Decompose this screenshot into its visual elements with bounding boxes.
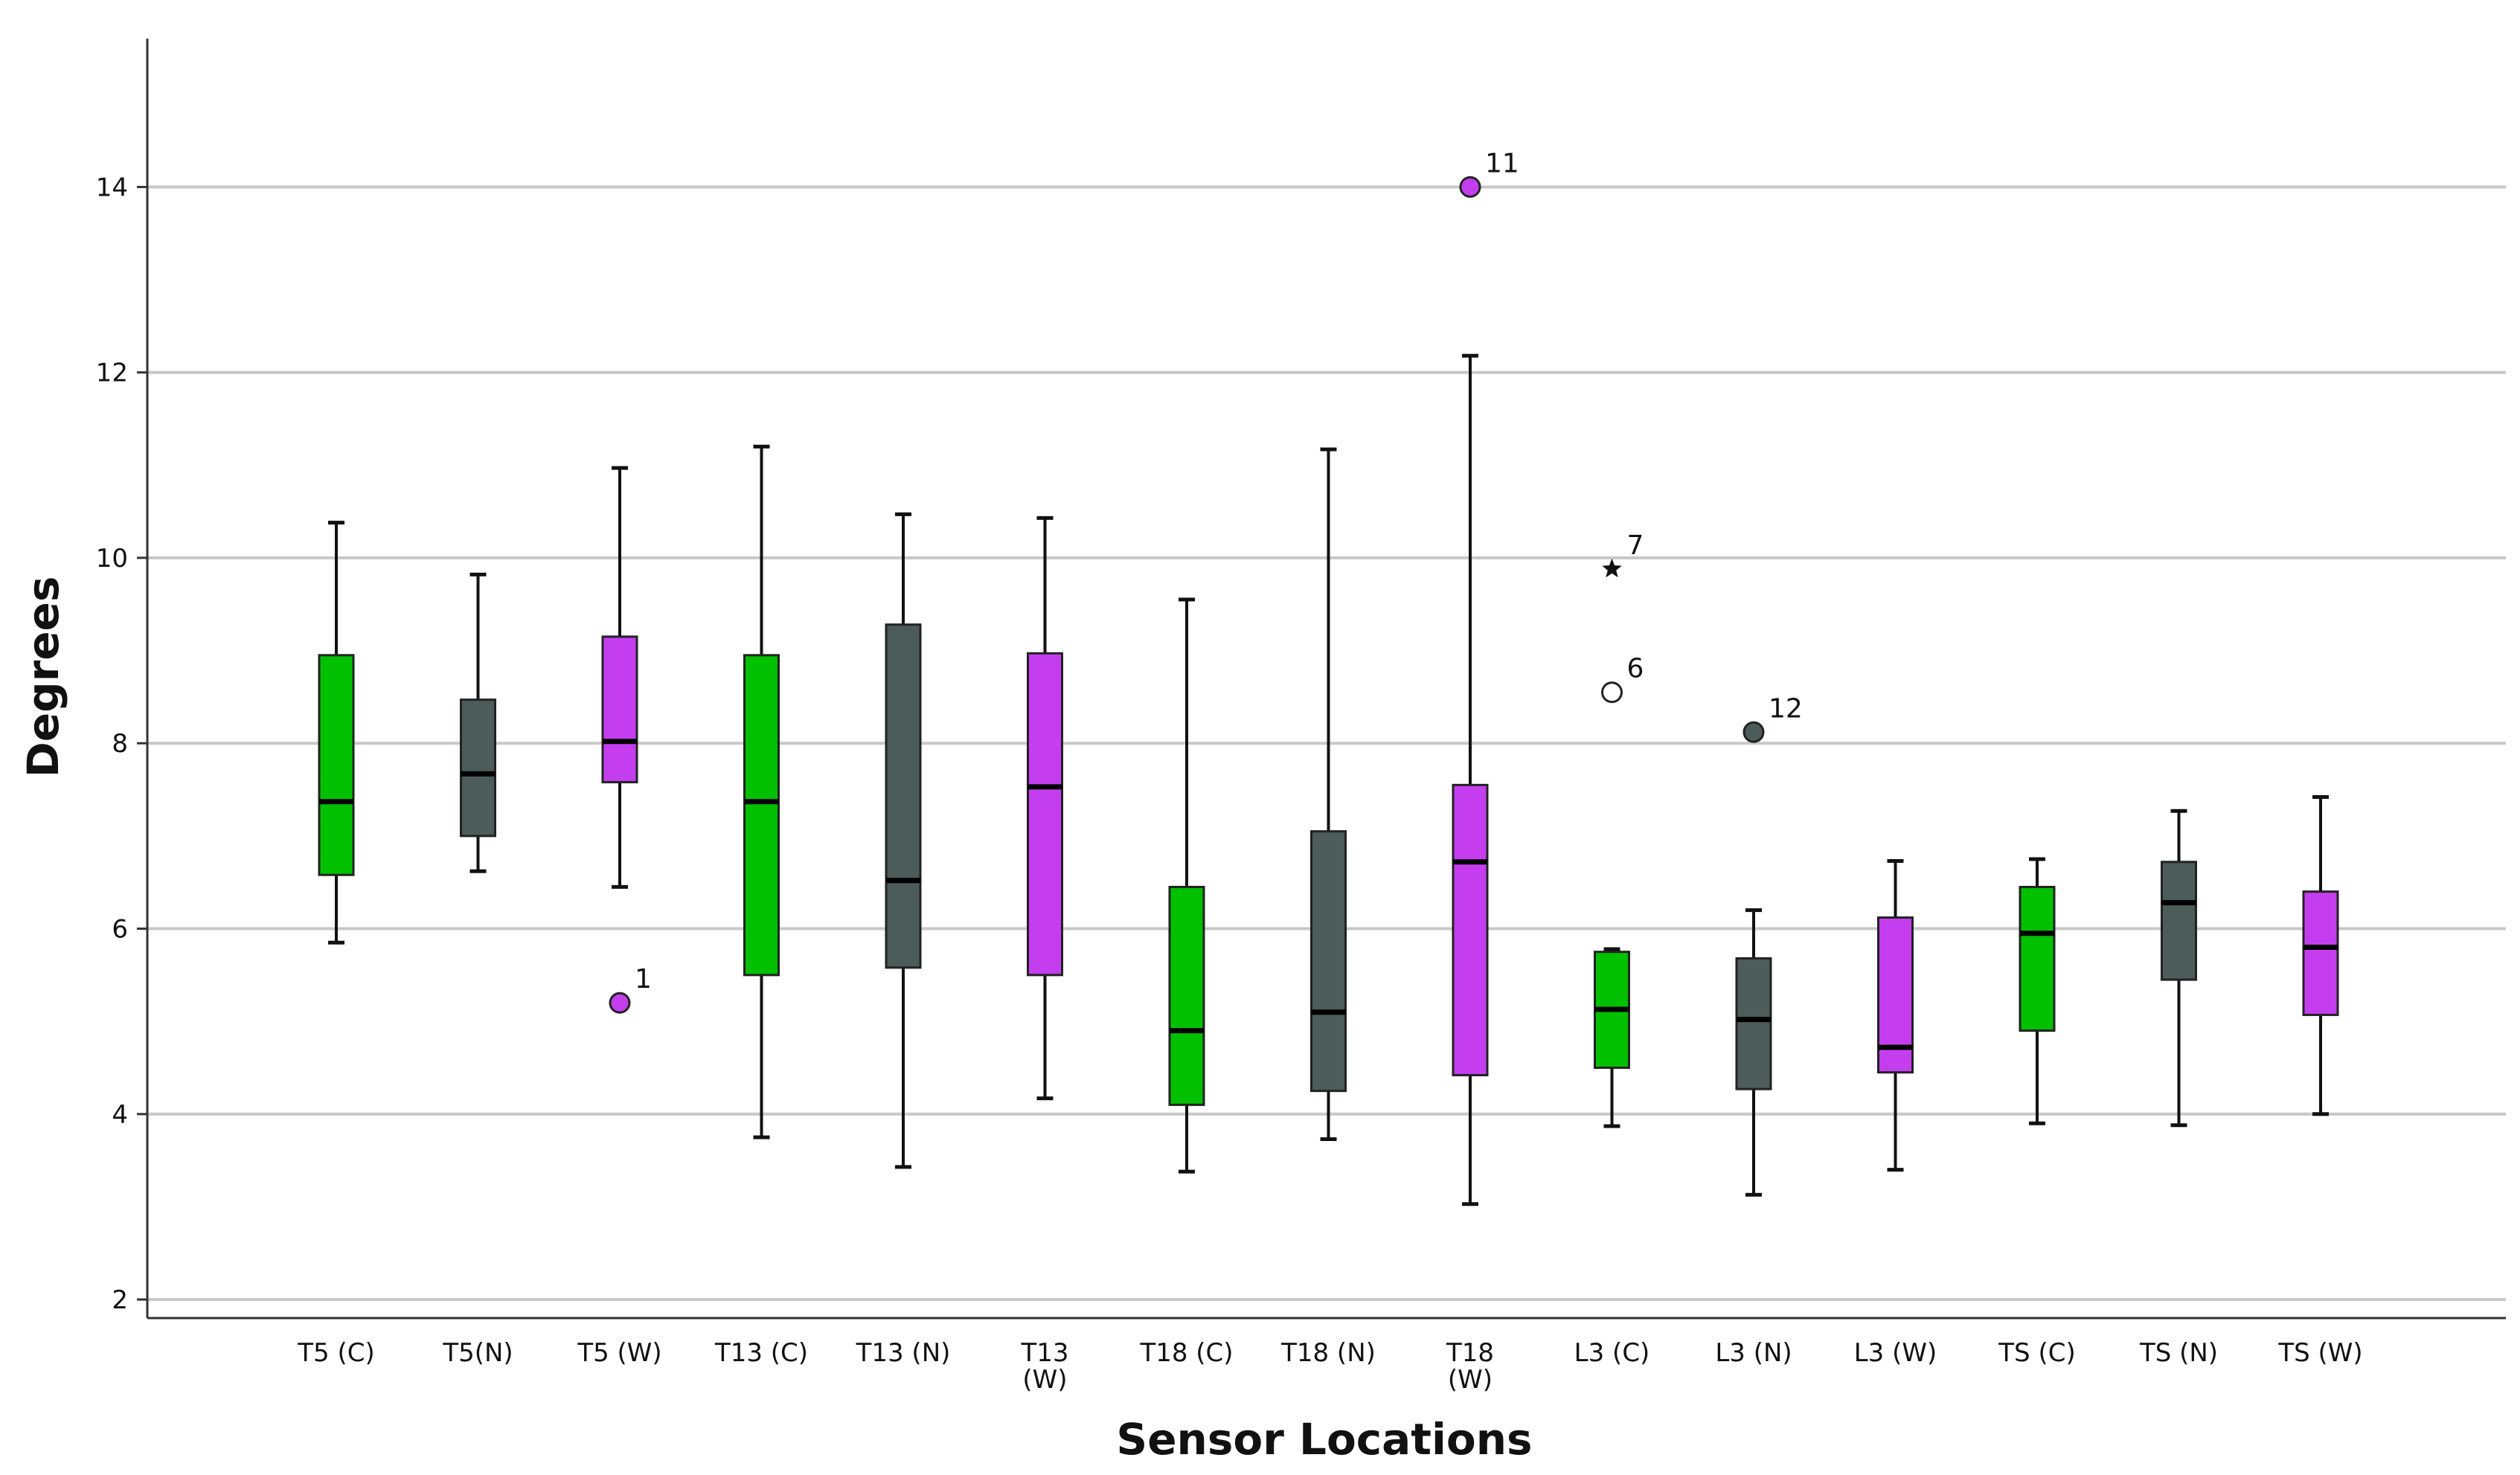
outlier-circle-marker [1459, 176, 1481, 198]
axes [137, 39, 2506, 1320]
box-12 [2019, 857, 2056, 1125]
iqr-box-13 [2161, 861, 2197, 981]
x-tick-label-line: (W) [1022, 1365, 1067, 1395]
x-tick-label-6: T18 (C) [1139, 1338, 1233, 1368]
outlier-label-1: 1 [635, 964, 652, 994]
iqr-box-14 [2302, 890, 2339, 1016]
x-tick-label-line: T13 (C) [714, 1338, 808, 1368]
iqr-box-5 [1027, 652, 1063, 977]
box-6 [1168, 597, 1205, 1174]
x-tick-label-line: L3 (W) [1854, 1338, 1937, 1368]
box-9 [1594, 947, 1630, 1128]
y-tick-label-4: 4 [112, 1100, 128, 1130]
x-axis-title: Sensor Locations [1116, 1414, 1532, 1465]
x-tick-label-7: T18 (N) [1280, 1338, 1376, 1368]
outlier-label-6: 6 [1627, 654, 1644, 684]
outlier-circle-marker [1601, 681, 1623, 704]
box-4 [885, 512, 922, 1169]
x-tick-label-3: T13 (C) [714, 1338, 808, 1368]
outlier-label-11: 11 [1485, 148, 1519, 179]
box-10 [1735, 908, 1772, 1197]
y-tick-labels: 2 4 6 8 10 12 14 [96, 173, 128, 1315]
box-1 [460, 572, 496, 873]
x-tick-label-14: TS (W) [2277, 1338, 2362, 1368]
x-tick-label-10: L3 (N) [1715, 1338, 1792, 1368]
y-tick-label-10: 10 [96, 544, 128, 573]
x-tick-label-0: T5 (C) [297, 1338, 374, 1368]
x-tick-label-5: T13 (W) [1020, 1338, 1068, 1395]
box-5 [1027, 515, 1063, 1101]
iqr-box-7 [1310, 830, 1347, 1093]
outlier-circle-marker [609, 992, 631, 1014]
box-7 [1310, 447, 1347, 1141]
y-tick-label-8: 8 [112, 729, 128, 759]
x-tick-label-line: T18 (C) [1139, 1338, 1233, 1368]
x-tick-label-12: TS (C) [1998, 1338, 2075, 1368]
y-tick-label-6: 6 [112, 915, 128, 945]
y-tick-label-2: 2 [112, 1285, 128, 1315]
x-tick-label-4: T13 (N) [856, 1338, 951, 1368]
outlier-1: 11 [1459, 148, 1519, 198]
outlier-0: 1 [609, 964, 652, 1014]
outlier-circle-marker [1742, 721, 1765, 743]
x-tick-label-line: TS (C) [1998, 1338, 2075, 1368]
iqr-box-10 [1735, 957, 1772, 1090]
iqr-box-2 [601, 635, 638, 784]
y-tick-label-14: 14 [96, 173, 128, 202]
outlier-star-marker [1602, 558, 1622, 578]
x-tick-label-8: T18 (W) [1446, 1338, 1494, 1395]
y-tick-label-12: 12 [96, 359, 128, 388]
x-tick-label-1: T5(N) [442, 1338, 513, 1368]
iqr-box-1 [460, 698, 496, 838]
iqr-box-4 [885, 623, 922, 969]
gridlines [147, 185, 2506, 1302]
iqr-box-8 [1452, 783, 1489, 1076]
outlier-2: 7 [1602, 530, 1644, 578]
x-tick-label-line: T5 (C) [297, 1338, 374, 1368]
x-tick-label-line: TS (N) [2139, 1338, 2218, 1368]
box-0 [318, 521, 355, 945]
x-tick-label-11: L3 (W) [1854, 1338, 1937, 1368]
x-tick-label-line: (W) [1448, 1365, 1493, 1395]
boxes [318, 353, 2339, 1206]
x-tick-label-line: L3 (C) [1574, 1338, 1650, 1368]
x-tick-label-line: T5(N) [442, 1338, 513, 1368]
box-8 [1452, 353, 1489, 1206]
iqr-box-12 [2019, 885, 2056, 1032]
x-tick-label-line: TS (W) [2277, 1338, 2362, 1368]
x-tick-label-2: T5 (W) [577, 1338, 661, 1368]
box-13 [2161, 809, 2197, 1128]
iqr-box-0 [318, 654, 355, 876]
iqr-box-6 [1168, 885, 1205, 1106]
x-tick-label-line: T18 (N) [1280, 1338, 1376, 1368]
x-tick-label-line: T13 [1020, 1338, 1068, 1368]
box-2 [601, 466, 638, 889]
x-tick-label-line: T5 (W) [577, 1338, 661, 1368]
iqr-box-3 [743, 654, 780, 977]
outlier-label-12: 12 [1769, 693, 1803, 724]
box-3 [743, 444, 780, 1140]
box-14 [2302, 795, 2339, 1116]
y-axis-title: Degrees [18, 576, 68, 778]
x-tick-label-line: T13 (N) [856, 1338, 951, 1368]
outlier-3: 6 [1601, 654, 1644, 704]
outlier-4: 12 [1742, 693, 1803, 743]
x-tick-label-13: TS (N) [2139, 1338, 2218, 1368]
x-tick-label-line: L3 (N) [1715, 1338, 1792, 1368]
x-tick-labels: T5 (C) T5(N) T5 (W) T13 (C) T13 (N) T13 (W)T18… [297, 1338, 2362, 1395]
box-11 [1877, 859, 1914, 1172]
x-tick-label-9: L3 (C) [1574, 1338, 1650, 1368]
outlier-label-7: 7 [1627, 530, 1644, 561]
x-tick-label-line: T18 [1446, 1338, 1494, 1368]
